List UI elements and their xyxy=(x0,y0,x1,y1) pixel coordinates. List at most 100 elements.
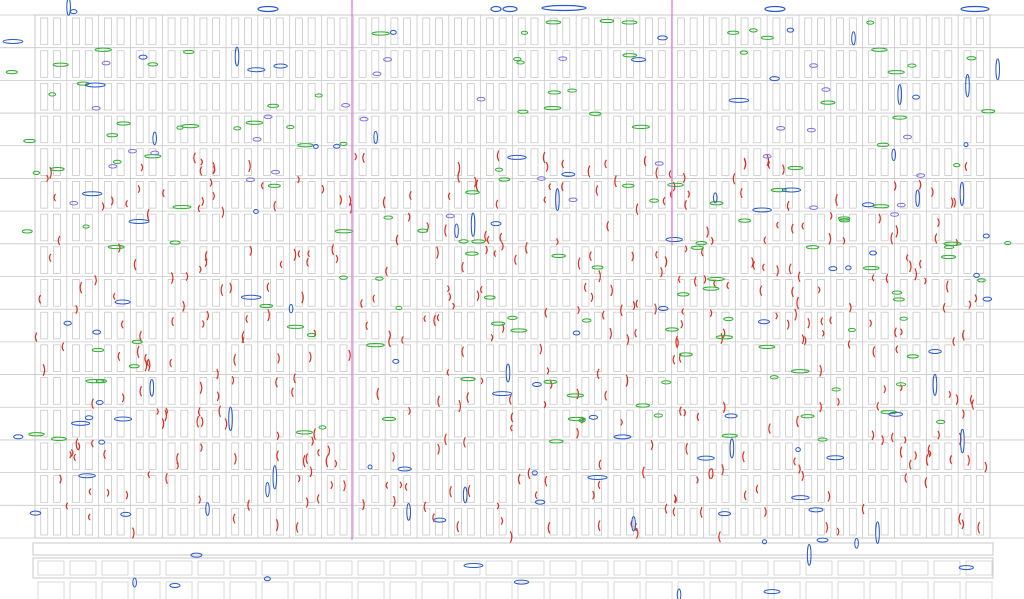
window xyxy=(836,246,844,274)
arch-mark xyxy=(436,313,440,322)
window xyxy=(116,475,125,503)
arch-mark xyxy=(327,445,331,456)
window xyxy=(339,82,348,111)
arch-mark xyxy=(146,208,150,222)
window xyxy=(530,377,539,405)
arch-mark xyxy=(635,203,639,216)
window xyxy=(645,279,653,307)
window xyxy=(657,409,666,438)
window xyxy=(485,377,494,405)
arch-mark xyxy=(335,254,339,264)
window xyxy=(435,475,443,503)
arch-mark xyxy=(942,302,946,313)
window xyxy=(594,50,603,78)
window xyxy=(626,181,634,209)
window xyxy=(721,475,730,503)
window xyxy=(422,344,431,372)
window xyxy=(466,344,475,372)
window xyxy=(84,442,93,471)
arch-mark xyxy=(904,472,908,483)
arch-mark xyxy=(626,334,630,346)
window xyxy=(613,181,622,209)
base-panel xyxy=(677,560,705,576)
window xyxy=(517,246,526,274)
arch-mark xyxy=(399,481,403,489)
arch-mark xyxy=(819,401,822,413)
window xyxy=(613,246,622,274)
window xyxy=(676,148,685,176)
object-mark xyxy=(712,192,718,204)
window xyxy=(912,279,921,307)
arch-mark xyxy=(311,436,314,446)
sill-mark xyxy=(172,204,192,210)
window xyxy=(867,148,876,176)
arch-mark xyxy=(437,443,440,455)
arch-mark xyxy=(829,316,832,325)
window xyxy=(912,507,921,536)
arch-mark xyxy=(182,300,185,312)
window xyxy=(848,409,857,438)
arch-mark xyxy=(678,353,682,363)
base-panel xyxy=(485,560,513,576)
window xyxy=(944,213,953,242)
arch-mark xyxy=(480,377,484,385)
window xyxy=(785,181,794,209)
window xyxy=(212,311,221,340)
window xyxy=(84,311,93,340)
sill-mark xyxy=(723,316,734,322)
window xyxy=(466,50,475,78)
arch-mark xyxy=(759,285,763,296)
ground-window xyxy=(165,581,193,599)
sill-mark xyxy=(621,20,638,25)
arch-mark xyxy=(461,346,465,357)
window xyxy=(135,148,144,176)
window xyxy=(148,409,157,438)
arch-mark xyxy=(313,428,316,441)
window xyxy=(135,246,144,274)
window xyxy=(180,507,189,536)
window xyxy=(912,213,921,242)
window xyxy=(804,442,813,471)
arch-mark xyxy=(466,392,470,403)
window xyxy=(836,82,844,111)
object-mark xyxy=(915,189,920,207)
sill-mark xyxy=(567,88,578,93)
arch-mark xyxy=(937,217,940,228)
window xyxy=(435,181,443,209)
window xyxy=(167,279,176,307)
window xyxy=(753,442,762,471)
window xyxy=(689,181,698,209)
window xyxy=(804,115,813,144)
arch-mark xyxy=(218,405,222,418)
window xyxy=(180,82,189,111)
window xyxy=(485,507,494,536)
window xyxy=(40,148,49,176)
vent-mark xyxy=(252,137,262,142)
arch-mark xyxy=(48,253,52,263)
window xyxy=(371,475,380,503)
window xyxy=(689,442,698,471)
window xyxy=(899,17,908,46)
window xyxy=(231,17,240,46)
window xyxy=(613,442,622,471)
window xyxy=(530,409,539,438)
arch-mark xyxy=(955,394,959,406)
window xyxy=(72,17,80,46)
arch-mark xyxy=(493,250,497,258)
object-mark xyxy=(631,515,636,532)
window xyxy=(912,115,921,144)
sill-mark xyxy=(649,198,660,203)
object-mark xyxy=(982,233,990,239)
object-mark xyxy=(973,272,980,278)
base-panel xyxy=(965,560,993,576)
window xyxy=(562,344,571,372)
arch-mark xyxy=(743,490,747,501)
window xyxy=(199,377,208,405)
window xyxy=(103,50,112,78)
window xyxy=(549,246,558,274)
window xyxy=(912,17,921,46)
window xyxy=(422,82,431,111)
window xyxy=(817,442,825,471)
window xyxy=(772,409,781,438)
window xyxy=(785,377,794,405)
